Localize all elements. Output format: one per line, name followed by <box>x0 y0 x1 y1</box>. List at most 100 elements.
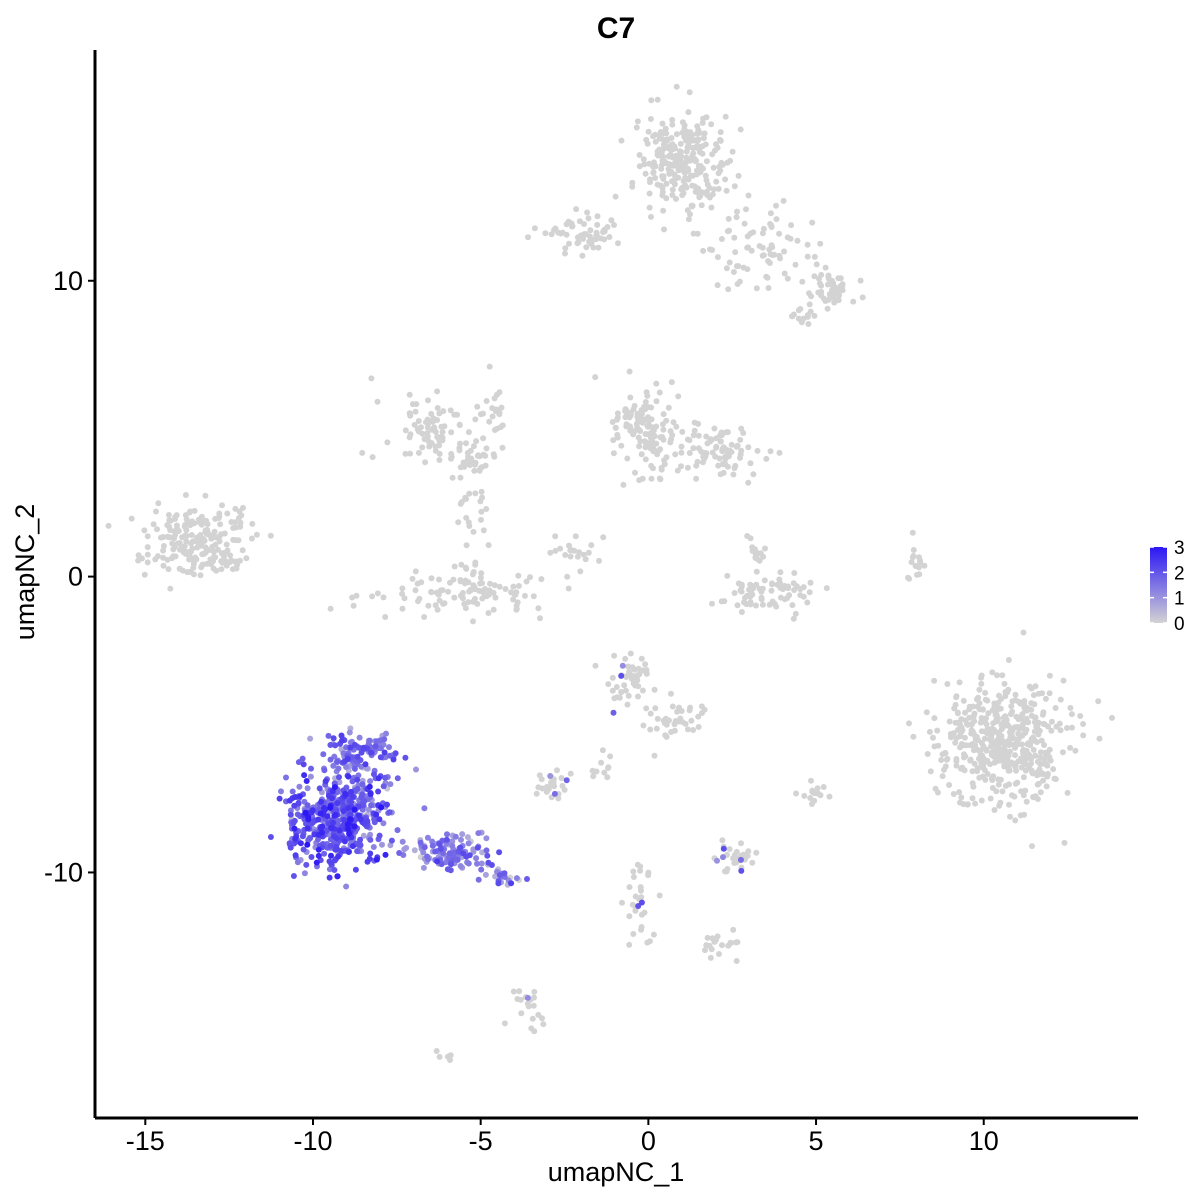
data-point <box>1002 689 1009 695</box>
data-point <box>650 169 657 176</box>
data-point <box>184 569 191 576</box>
data-point <box>988 732 995 738</box>
data-point <box>382 774 389 781</box>
data-point <box>689 144 696 151</box>
data-point <box>946 718 953 725</box>
data-point <box>656 892 663 899</box>
data-point <box>160 562 167 569</box>
data-point <box>806 589 813 596</box>
data-point <box>328 852 334 859</box>
data-point <box>183 527 190 534</box>
data-point <box>769 252 776 258</box>
data-point <box>386 809 393 816</box>
data-point <box>249 520 256 527</box>
x-tick-label: -5 <box>469 1126 493 1156</box>
data-point <box>316 785 323 792</box>
data-point <box>633 124 640 131</box>
data-point <box>579 252 586 259</box>
data-point <box>359 806 366 813</box>
data-point <box>745 192 752 199</box>
data-point <box>307 735 314 742</box>
data-point <box>402 754 409 761</box>
data-point <box>537 615 543 622</box>
data-point <box>759 585 766 592</box>
data-point <box>684 207 691 214</box>
data-point <box>1035 758 1042 765</box>
data-point <box>817 792 824 799</box>
data-point <box>688 717 695 724</box>
data-point <box>394 775 401 782</box>
data-point <box>592 662 599 669</box>
data-point <box>351 823 358 830</box>
data-point <box>1033 723 1040 730</box>
data-point <box>475 452 482 459</box>
data-point <box>375 775 382 782</box>
data-point <box>715 170 722 177</box>
data-point <box>701 706 708 713</box>
data-point <box>906 720 912 727</box>
data-point <box>999 788 1006 795</box>
data-point <box>717 129 724 136</box>
data-point <box>473 438 480 445</box>
data-point <box>754 447 761 454</box>
data-point <box>960 697 967 704</box>
data-point <box>760 225 767 232</box>
data-point <box>456 444 463 451</box>
data-point <box>809 219 816 226</box>
data-point <box>210 548 217 555</box>
data-point <box>478 488 485 495</box>
data-point <box>1064 789 1071 796</box>
data-point <box>201 550 208 557</box>
data-point <box>637 884 644 891</box>
data-point <box>956 733 963 740</box>
data-point <box>678 160 685 167</box>
data-point <box>424 424 431 431</box>
data-point <box>725 286 732 293</box>
data-point <box>339 737 345 744</box>
data-point <box>478 570 485 577</box>
data-point <box>646 190 653 197</box>
data-point <box>211 528 218 535</box>
axes: -15 -10 -5 0 5 10 -10 0 10 <box>44 50 1138 1156</box>
data-point <box>586 233 593 240</box>
data-point <box>696 194 703 201</box>
data-point <box>320 751 327 758</box>
data-point <box>1032 714 1039 721</box>
data-point <box>958 765 965 772</box>
data-point <box>1028 685 1035 692</box>
data-point <box>1109 714 1115 721</box>
data-point <box>669 192 676 198</box>
data-point <box>1036 766 1043 773</box>
data-point <box>439 587 446 594</box>
data-point <box>443 836 450 843</box>
data-point <box>345 825 352 832</box>
data-point <box>478 866 485 873</box>
data-point <box>421 805 428 812</box>
data-point <box>630 931 637 937</box>
data-point <box>679 192 686 199</box>
data-point <box>731 183 738 190</box>
data-point <box>750 471 757 478</box>
data-point <box>432 848 439 855</box>
data-point <box>633 677 640 684</box>
data-point <box>470 528 477 535</box>
data-point <box>165 534 172 541</box>
data-point <box>1015 758 1022 765</box>
data-point <box>744 533 751 539</box>
data-point <box>528 1025 535 1032</box>
data-point <box>639 687 646 694</box>
data-point <box>695 136 702 143</box>
data-point <box>738 581 745 588</box>
data-point <box>961 754 967 761</box>
data-point <box>582 556 589 563</box>
data-point <box>348 798 354 805</box>
data-point <box>354 848 361 855</box>
data-point <box>291 802 298 809</box>
data-point <box>675 718 682 725</box>
data-point <box>470 618 476 625</box>
data-point <box>292 835 299 842</box>
data-point <box>652 175 659 181</box>
data-point <box>508 589 515 596</box>
data-point <box>290 873 297 879</box>
data-point <box>703 942 710 949</box>
